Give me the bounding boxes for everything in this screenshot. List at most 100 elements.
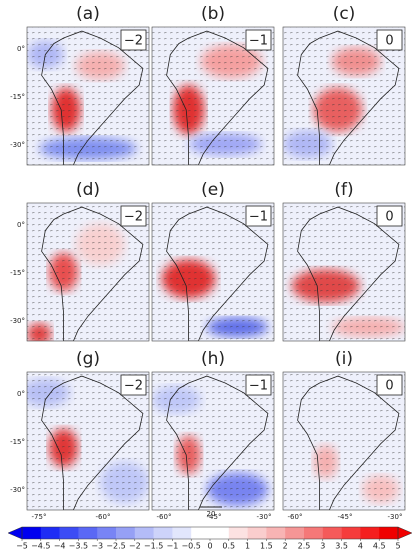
coastline	[166, 375, 269, 510]
lag-label: −1	[249, 34, 268, 49]
panel-label: (f)	[334, 180, 353, 200]
colorbar-label: −4.5	[31, 542, 50, 551]
coastline	[166, 206, 269, 341]
colorbar-label: 2.5	[298, 542, 311, 551]
colorbar-label: −3	[91, 542, 103, 551]
colorbar-bin	[22, 527, 42, 539]
lon-label: -60°	[157, 513, 172, 521]
map-panel: (h) −1 -60° -45° -30°	[151, 349, 275, 521]
map-panel: (b) −1	[151, 4, 275, 166]
map-panel: (i) 0 -60° -45° -30°	[282, 349, 406, 521]
colorbar-bin	[153, 527, 173, 539]
panel-border	[282, 26, 406, 166]
lag-label: −1	[249, 210, 268, 225]
lon-label: -45°	[207, 513, 222, 521]
colorbar-bin	[59, 527, 79, 539]
lag-box	[120, 374, 147, 396]
colorbar-label: 0	[207, 542, 212, 551]
lag-box	[120, 205, 147, 227]
colorbar-label: 1.5	[260, 542, 273, 551]
panel-label: (b)	[201, 4, 225, 24]
colorbar-bin	[304, 527, 324, 539]
lon-label: -60°	[288, 513, 303, 521]
lon-label: -30°	[388, 513, 403, 521]
map-panel: (e) −1	[151, 180, 275, 342]
panel-border	[151, 26, 275, 166]
panel-label: (d)	[76, 180, 100, 200]
colorbar-label: −1	[167, 542, 179, 551]
lag-label: −2	[124, 379, 143, 394]
lat-label: 0°	[17, 221, 25, 229]
lag-label: 0	[385, 34, 393, 49]
lon-label: -60°	[96, 513, 111, 521]
colorbar-bin	[210, 527, 230, 539]
panel-border	[26, 371, 150, 511]
panel-label: (h)	[201, 349, 225, 369]
colorbar-extend-low	[7, 526, 23, 540]
lat-label: 0°	[17, 45, 25, 53]
lat-label: -15°	[10, 438, 25, 446]
panel-border	[282, 202, 406, 342]
lat-label: -30°	[10, 141, 25, 149]
colorbar-label: −0.5	[181, 542, 200, 551]
colorbar-label: 3.5	[335, 542, 348, 551]
lat-label: -30°	[10, 317, 25, 325]
colorbar-label: 1	[245, 542, 250, 551]
lat-label: -15°	[10, 269, 25, 277]
panel-label: (c)	[333, 4, 356, 24]
colorbar-bin	[341, 527, 361, 539]
coastline	[41, 30, 144, 165]
colorbar-bin	[191, 527, 211, 539]
lag-box	[245, 374, 272, 396]
lon-label: -45°	[338, 513, 353, 521]
lag-label: −2	[124, 34, 143, 49]
colorbar-label: 3	[320, 542, 325, 551]
panel-label: (i)	[335, 349, 353, 369]
coastline	[297, 206, 400, 341]
colorbar-bin	[78, 527, 98, 539]
colorbar-extend-high	[397, 526, 413, 540]
panel-label: (a)	[76, 4, 100, 24]
coastline	[41, 375, 144, 510]
colorbar-bin	[285, 527, 305, 539]
colorbar-label: 4.5	[373, 542, 386, 551]
panel-border	[282, 371, 406, 511]
colorbar-label: 0.5	[222, 542, 235, 551]
colorbar-bin	[134, 527, 154, 539]
coastline	[166, 30, 269, 165]
colorbar-bin	[40, 527, 60, 539]
colorbar-bin	[266, 527, 286, 539]
colorbar-bin	[360, 527, 380, 539]
lag-label: −2	[124, 210, 143, 225]
colorbar-bin	[322, 527, 342, 539]
colorbar-label: −2.5	[106, 542, 125, 551]
map-panel: (d) −2 0° -15° -30°	[10, 180, 150, 342]
colorbar-label: −1.5	[144, 542, 163, 551]
panel-border	[26, 202, 150, 342]
map-panel: (g) −2 0° -15° -30° -75° -60°	[10, 349, 150, 521]
lag-label: 0	[385, 379, 393, 394]
colorbar-bin	[116, 527, 136, 539]
coastline	[297, 375, 400, 510]
colorbar-label: −5	[16, 542, 28, 551]
map-content	[27, 203, 149, 341]
lag-box	[245, 29, 272, 51]
panel-border	[26, 26, 150, 166]
lat-label: 0°	[17, 390, 25, 398]
map-panel: (f) 0	[282, 180, 406, 342]
coastline	[297, 30, 400, 165]
colorbar-label: −2	[129, 542, 141, 551]
lag-box	[376, 205, 403, 227]
lat-label: -30°	[10, 486, 25, 494]
lag-label: 0	[385, 210, 393, 225]
colorbar-label: 2	[283, 542, 288, 551]
colorbar-label: 4	[358, 542, 363, 551]
panel-label: (g)	[76, 349, 100, 369]
lat-label: -15°	[10, 93, 25, 101]
lon-label: -30°	[257, 513, 272, 521]
panel-label: (e)	[201, 180, 225, 200]
panel-border	[151, 202, 275, 342]
colorbar-label: 5	[395, 542, 400, 551]
colorbar-bin	[247, 527, 267, 539]
